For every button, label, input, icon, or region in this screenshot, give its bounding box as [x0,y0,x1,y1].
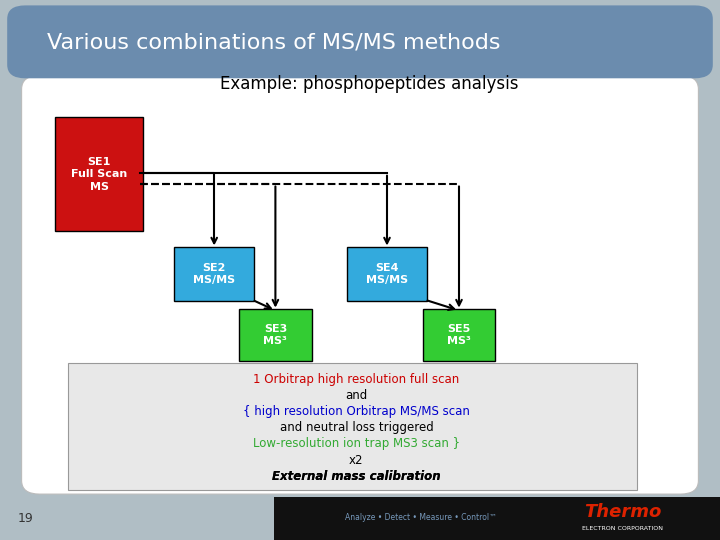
Text: 19: 19 [18,512,34,525]
Text: Various combinations of MS/MS methods: Various combinations of MS/MS methods [47,32,500,52]
Text: { high resolution Orbitrap MS/MS scan: { high resolution Orbitrap MS/MS scan [243,405,470,418]
FancyBboxPatch shape [239,309,312,361]
Text: and: and [346,389,367,402]
FancyBboxPatch shape [274,497,720,540]
FancyBboxPatch shape [68,363,637,490]
Text: SE1
Full Scan
MS: SE1 Full Scan MS [71,157,127,192]
Text: and neutral loss triggered: and neutral loss triggered [279,421,433,434]
FancyBboxPatch shape [347,247,427,301]
Text: Low-resolution ion trap MS3 scan }: Low-resolution ion trap MS3 scan } [253,437,460,450]
Text: SE3
MS³: SE3 MS³ [264,323,287,346]
Text: External mass calibration: External mass calibration [272,470,441,483]
Text: 1 Orbitrap high resolution full scan: 1 Orbitrap high resolution full scan [253,373,459,386]
Text: Thermo: Thermo [584,503,662,521]
Text: Analyze • Detect • Measure • Control™: Analyze • Detect • Measure • Control™ [346,513,497,522]
Text: External mass calibration: External mass calibration [272,470,441,483]
Text: SE5
MS³: SE5 MS³ [447,323,471,346]
FancyBboxPatch shape [55,117,143,231]
FancyBboxPatch shape [423,309,495,361]
FancyBboxPatch shape [7,5,713,78]
Text: SE4
MS/MS: SE4 MS/MS [366,263,408,285]
Text: x2: x2 [349,454,364,467]
Text: ELECTRON CORPORATION: ELECTRON CORPORATION [582,525,663,531]
FancyBboxPatch shape [22,76,698,494]
Text: Example: phosphopeptides analysis: Example: phosphopeptides analysis [220,75,518,93]
Text: SE2
MS/MS: SE2 MS/MS [193,263,235,285]
FancyBboxPatch shape [174,247,254,301]
